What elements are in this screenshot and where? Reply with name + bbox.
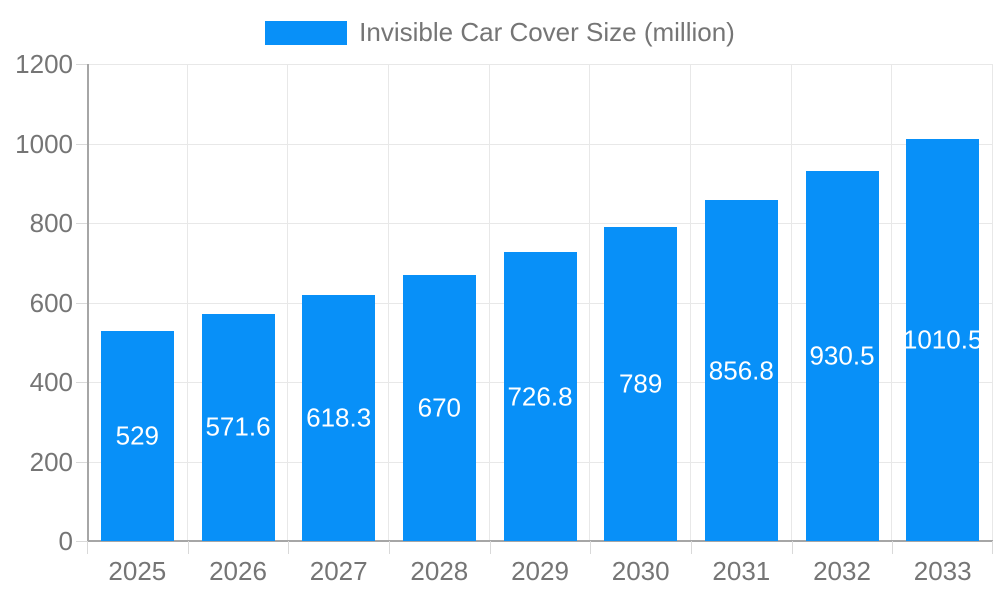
x-tick-mark: [791, 541, 793, 554]
h-gridline: [87, 223, 993, 224]
x-axis-tick-label: 2033: [913, 556, 972, 586]
bar-value-label: 1010.5: [902, 324, 983, 355]
x-axis-tick-label: 2032: [813, 556, 871, 586]
y-axis-tick-label: 600: [29, 287, 73, 318]
bar-value-label: 856.8: [708, 355, 774, 386]
x-axis-tick-label: 2029: [511, 556, 569, 586]
y-axis-tick-label: 800: [29, 208, 73, 238]
bar[interactable]: [100, 330, 174, 541]
y-tick-mark: [76, 143, 87, 145]
x-tick-mark: [590, 541, 592, 554]
v-gridline: [790, 64, 792, 541]
x-tick-mark: [489, 541, 491, 554]
x-axis-tick-label: 2026: [209, 556, 267, 586]
bar-value-label: 930.5: [809, 340, 875, 371]
x-tick-mark: [87, 541, 88, 554]
y-axis-tick-label: 1000: [15, 128, 73, 159]
y-tick-mark: [76, 64, 87, 65]
x-axis-tick-label: 2027: [309, 556, 368, 586]
h-gridline: [87, 143, 993, 145]
bar[interactable]: [805, 171, 879, 541]
x-tick-mark: [288, 541, 290, 554]
y-axis-tick-label: 400: [29, 367, 73, 397]
x-axis-tick-label: 2031: [712, 556, 771, 586]
y-axis-line: [87, 64, 89, 541]
y-axis-tick-label: 1200: [15, 49, 73, 79]
y-tick-mark: [76, 223, 87, 224]
x-axis-line: [87, 540, 993, 542]
x-tick-mark: [992, 541, 993, 554]
y-tick-mark: [76, 302, 87, 304]
y-axis-tick-label: 0: [58, 526, 73, 556]
x-axis-tick-label: 2025: [108, 556, 167, 586]
x-axis-tick-label: 2030: [611, 556, 670, 586]
legend[interactable]: Invisible Car Cover Size (million): [0, 17, 1000, 48]
bar[interactable]: [302, 295, 376, 541]
v-gridline: [992, 64, 993, 541]
bar[interactable]: [906, 139, 980, 541]
x-tick-mark: [389, 541, 390, 554]
bar[interactable]: [704, 200, 778, 541]
bar[interactable]: [503, 252, 577, 541]
v-gridline: [488, 64, 490, 541]
bar[interactable]: [604, 227, 678, 541]
v-gridline: [891, 64, 893, 541]
v-gridline: [287, 64, 289, 541]
v-gridline: [388, 64, 389, 541]
bar[interactable]: [201, 313, 275, 541]
bar[interactable]: [402, 274, 476, 541]
x-tick-mark: [187, 541, 189, 554]
bar-value-label: 726.8: [507, 381, 573, 412]
h-gridline: [87, 64, 993, 65]
y-tick-mark: [76, 541, 87, 542]
y-tick-mark: [76, 382, 87, 383]
legend-swatch-icon: [265, 20, 348, 45]
v-gridline: [690, 64, 691, 541]
plot-area: 529 571.6 618.3 670 726.8 789 856.8 930.5 1010.5: [87, 64, 993, 542]
bar-value-label: 618.3: [306, 402, 372, 433]
v-gridline: [186, 64, 188, 541]
bar-value-label: 670: [417, 392, 462, 423]
legend-label: Invisible Car Cover Size (million): [359, 17, 735, 47]
bar-value-label: 529: [115, 420, 160, 451]
bar-value-label: 571.6: [205, 411, 271, 442]
x-tick-mark: [691, 541, 692, 554]
y-axis-tick-label: 200: [29, 446, 73, 477]
y-tick-mark: [76, 461, 87, 463]
bar-value-label: 789: [618, 368, 663, 399]
v-gridline: [589, 64, 591, 541]
x-tick-mark: [892, 541, 894, 554]
x-axis-tick-label: 2028: [410, 556, 469, 586]
